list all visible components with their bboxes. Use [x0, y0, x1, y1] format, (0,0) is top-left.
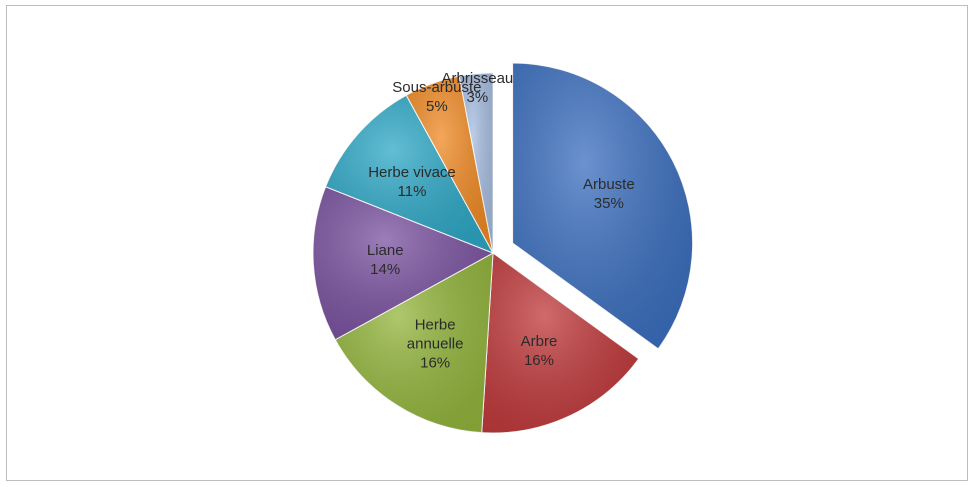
category-label: Sous-arbuste [392, 79, 482, 97]
chart-frame [6, 5, 968, 481]
slice-label: Arbuste 35% [583, 175, 635, 213]
category-label: Herbe vivace [368, 163, 456, 181]
value-label: 5% [426, 98, 448, 116]
category-label: Arbrisseau [441, 70, 514, 88]
value-label: 16% [523, 351, 554, 369]
value-label: 11% [397, 182, 427, 200]
slice-label: Liane 14% [367, 241, 404, 279]
slice-label: Sous-arbuste 5% [392, 78, 481, 116]
slice-label: Arbrisseau 3% [442, 69, 514, 107]
category-label: Herbe annuelle [406, 316, 464, 353]
category-label: Arbuste [582, 175, 635, 193]
value-label: 3% [466, 89, 489, 107]
value-label: 35% [593, 194, 624, 212]
category-label: Arbre [520, 332, 558, 350]
slice-label: Arbre 16% [521, 332, 558, 370]
slice-label: Herbe annuelle 16% [398, 316, 473, 373]
value-label: 14% [370, 260, 401, 278]
category-label: Liane [366, 241, 404, 259]
slice-label: Herbe vivace 11% [368, 163, 456, 201]
value-label: 16% [420, 354, 451, 372]
